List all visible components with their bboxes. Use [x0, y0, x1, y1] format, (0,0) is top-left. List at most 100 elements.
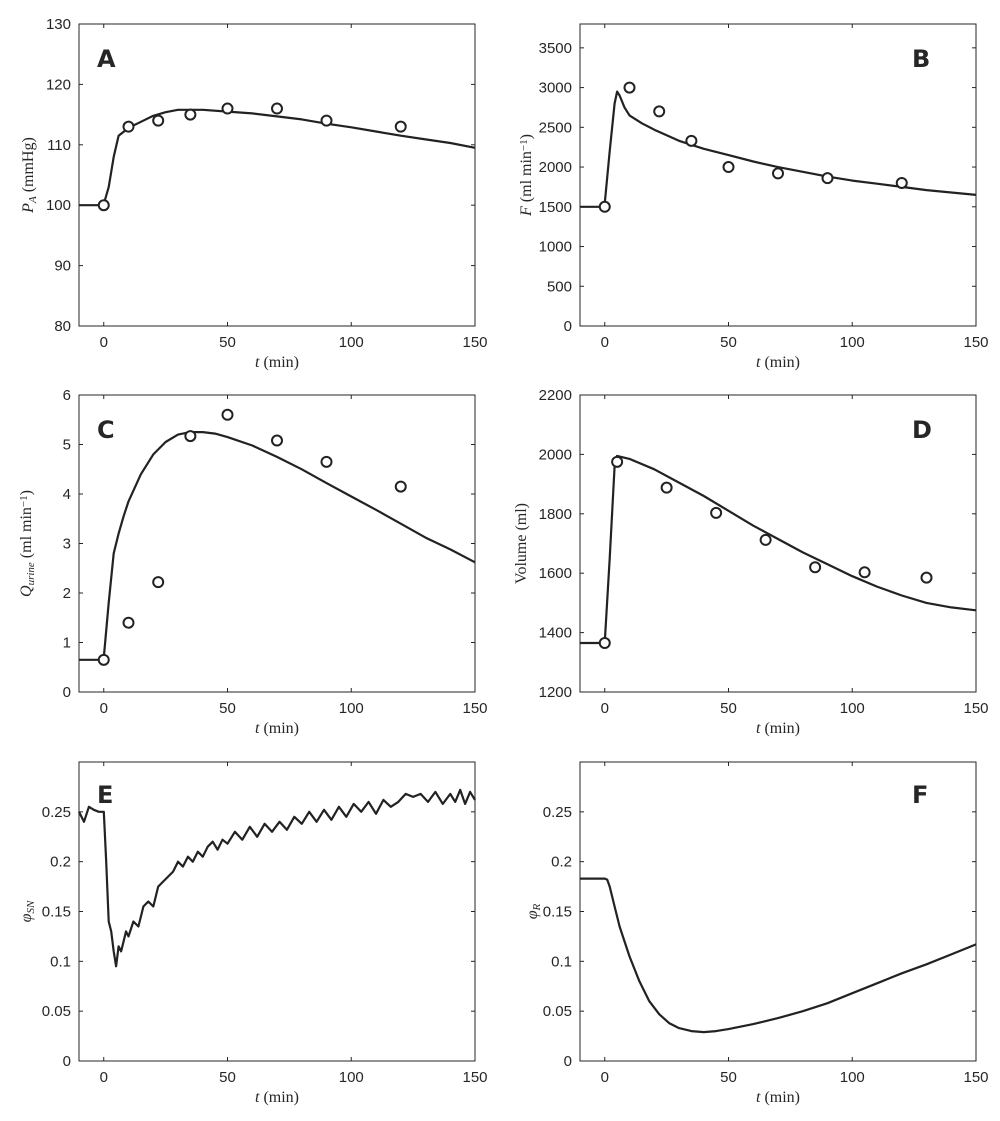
y-tick-label: 0.1	[551, 953, 572, 970]
data-point	[920, 571, 933, 584]
y-tick-label: 2500	[539, 119, 572, 136]
plot-frame-d	[579, 394, 977, 693]
data-point	[394, 120, 407, 133]
model-curve	[580, 877, 977, 1034]
model-curve	[580, 90, 977, 208]
x-tick-label: 0	[601, 700, 609, 717]
data-point	[598, 636, 611, 649]
y-tick-label: 0	[63, 684, 71, 701]
x-tick-label: 0	[100, 334, 108, 351]
y-tick-label: 1500	[539, 199, 572, 216]
data-point	[772, 167, 784, 180]
y-tick-label: 1000	[539, 239, 572, 256]
data-point	[184, 430, 197, 443]
data-point	[611, 455, 624, 468]
panel-letter: F	[912, 781, 928, 809]
data-point	[623, 81, 636, 94]
y-tick-label: 0.2	[551, 854, 572, 871]
y-tick-label: 3	[63, 536, 71, 553]
y-tick-label: 130	[46, 16, 71, 33]
y-tick-label: 0	[564, 318, 572, 335]
x-axis-label: t (min)	[255, 720, 299, 737]
y-tick-label: 0.1	[50, 953, 71, 970]
data-point	[653, 105, 666, 118]
x-tick-label: 50	[219, 334, 236, 351]
x-tick-label: 150	[963, 1069, 988, 1086]
data-point	[895, 176, 908, 189]
y-tick-label: 80	[54, 318, 71, 335]
y-axis-label: PA (mmHg)	[20, 137, 39, 214]
data-point	[221, 102, 234, 115]
y-tick-label: 1600	[539, 565, 572, 582]
model-curve	[79, 431, 476, 661]
x-tick-label: 0	[601, 1069, 609, 1086]
data-point	[394, 480, 407, 493]
y-tick-label: 0.05	[42, 1003, 71, 1020]
y-tick-label: 1400	[539, 625, 572, 642]
y-tick-label: 2	[63, 585, 71, 602]
data-point	[759, 533, 772, 546]
y-tick-label: 0.05	[543, 1003, 572, 1020]
y-axis-label: F (ml min−1)	[518, 134, 535, 217]
x-tick-label: 150	[963, 334, 988, 351]
y-tick-label: 90	[54, 258, 71, 275]
y-tick-label: 0.15	[543, 904, 572, 921]
panel-letter: B	[912, 45, 930, 73]
data-point	[821, 172, 834, 185]
x-tick-label: 150	[462, 700, 487, 717]
data-point	[97, 653, 110, 666]
x-tick-label: 50	[720, 1069, 737, 1086]
data-point	[271, 434, 283, 447]
x-tick-label: 100	[339, 334, 364, 351]
data-point	[722, 161, 735, 174]
x-tick-label: 150	[963, 700, 988, 717]
x-tick-label: 0	[100, 1069, 108, 1086]
y-tick-label: 6	[63, 387, 71, 404]
x-tick-label: 50	[219, 1069, 236, 1086]
data-point	[97, 199, 110, 212]
y-tick-label: 0	[564, 1053, 572, 1070]
data-point	[320, 114, 333, 127]
y-tick-label: 120	[46, 76, 71, 93]
panel-a: 0 50 100 150 80 90 100 110 120 130 t (min) PA (mmHg…	[20, 16, 488, 371]
y-tick-label: 500	[547, 278, 572, 295]
panel-letter: A	[97, 45, 116, 73]
x-tick-label: 0	[601, 334, 609, 351]
x-tick-label: 0	[100, 700, 108, 717]
x-tick-label: 50	[720, 700, 737, 717]
y-tick-label: 0	[63, 1053, 71, 1070]
data-point	[809, 561, 822, 574]
y-tick-label: 1800	[539, 506, 572, 523]
y-tick-label: 2000	[539, 159, 572, 176]
x-axis-label: t (min)	[756, 354, 800, 371]
y-tick-label: 3500	[539, 40, 572, 57]
data-point	[184, 108, 197, 121]
y-tick-label: 0.25	[543, 804, 572, 821]
model-curve	[580, 454, 977, 645]
model-curve	[78, 788, 476, 968]
data-point	[271, 102, 283, 115]
plot-frame-e	[78, 761, 476, 1062]
data-point	[320, 455, 333, 468]
y-tick-label: 3000	[539, 80, 572, 97]
x-tick-label: 100	[840, 1069, 865, 1086]
panel-d: 0 50 100 150 1200 1400 1600 1800 2000 2200 t (min)…	[513, 387, 989, 737]
x-tick-label: 100	[840, 334, 865, 351]
x-tick-label: 50	[720, 334, 737, 351]
data-point	[858, 566, 871, 579]
data-point	[152, 576, 165, 589]
plot-frame-a	[78, 23, 476, 327]
panel-e: 0 50 100 150 0 0.05 0.1 0.15 0.2 0.25 t (min) φSN E	[18, 761, 488, 1106]
data-point	[685, 134, 698, 147]
y-tick-label: 5	[63, 437, 71, 454]
data-point	[221, 408, 234, 421]
panel-c: 0 50 100 150 0 1 2 3 4 5 6 t (min) Qurine (ml min−1)…	[18, 387, 488, 737]
x-tick-label: 100	[339, 700, 364, 717]
x-tick-label: 100	[840, 700, 865, 717]
y-tick-label: 100	[46, 197, 71, 214]
y-tick-label: 0.25	[42, 804, 71, 821]
y-tick-label: 0.2	[50, 854, 71, 871]
x-axis-label: t (min)	[756, 720, 800, 737]
x-axis-label: t (min)	[756, 1089, 800, 1106]
